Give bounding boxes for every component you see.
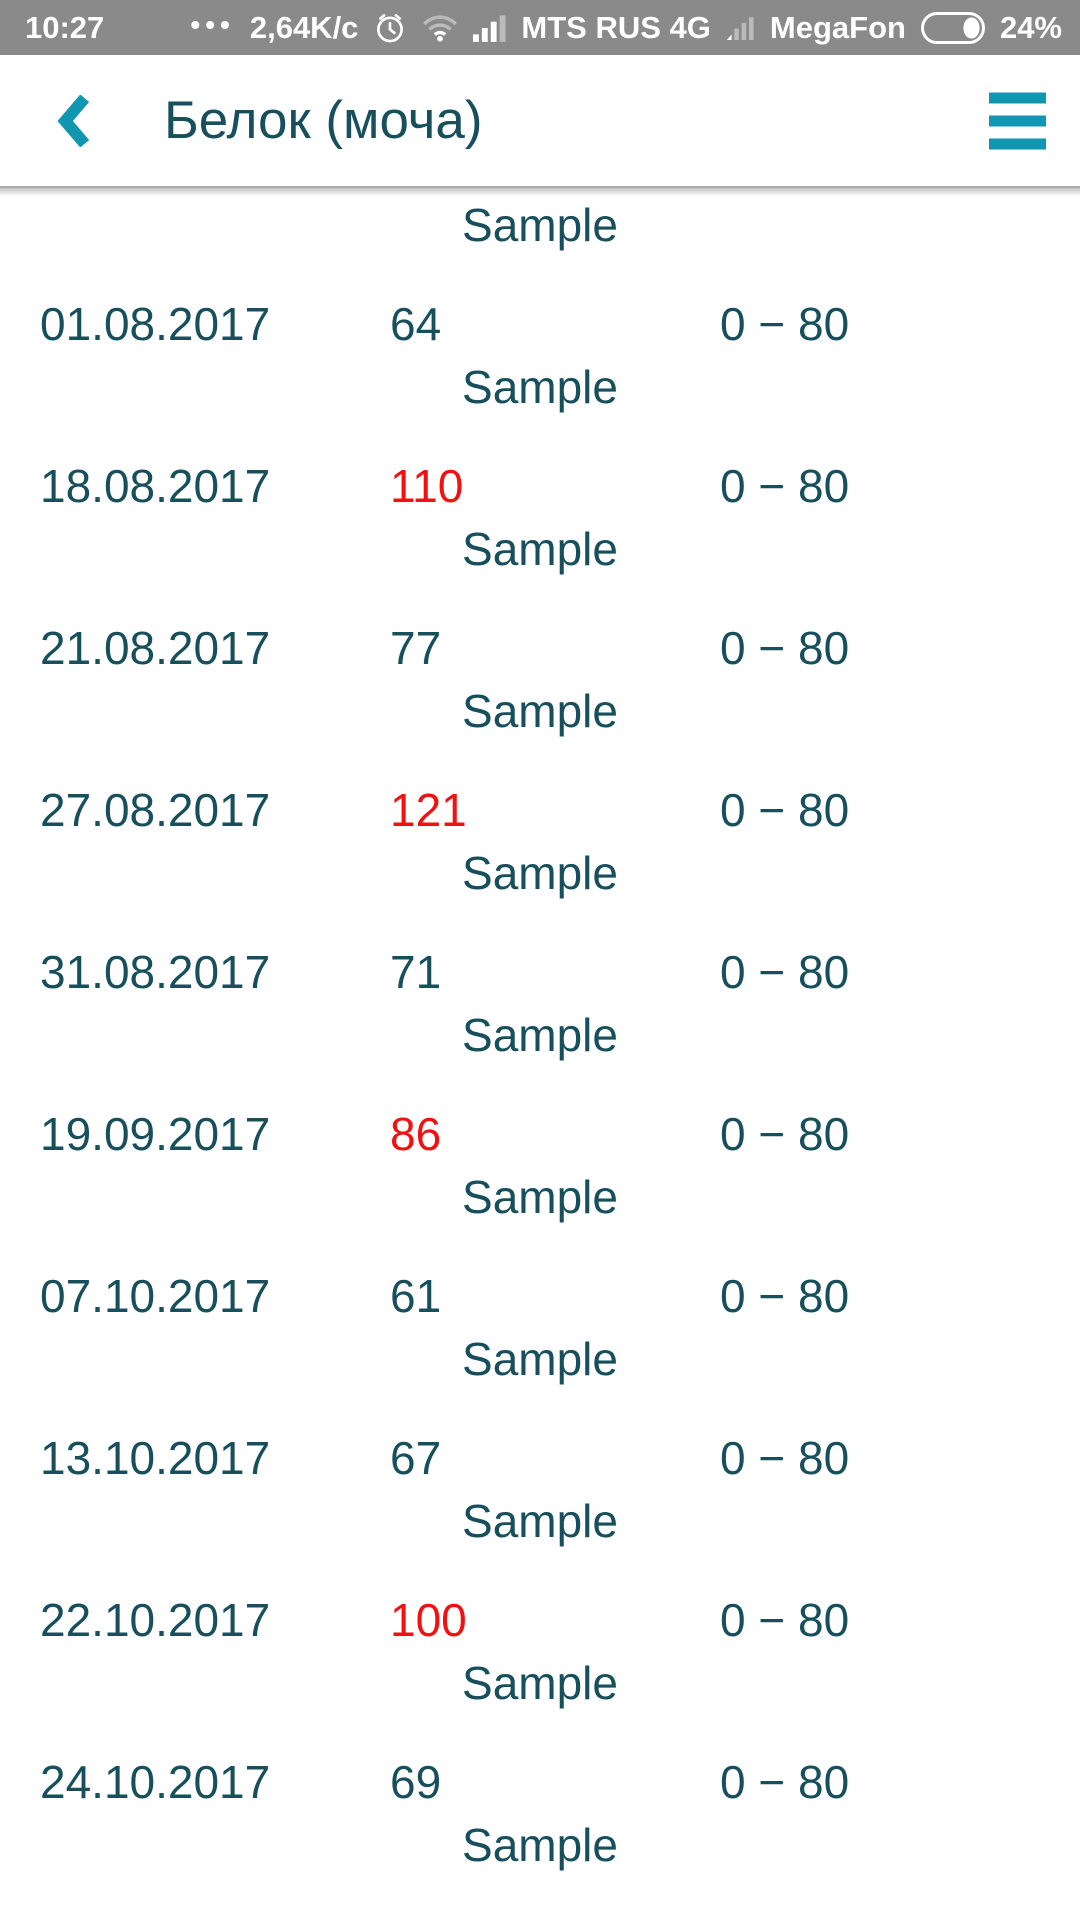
- result-entry[interactable]: 21.08.2017 77 0 − 80 Sample: [0, 623, 1080, 736]
- sample-note: Sample: [462, 1495, 618, 1547]
- result-date: 18.08.2017: [40, 460, 271, 512]
- status-bar: 10:27 ••• 2,64K/c: [0, 0, 1080, 55]
- sample-note: Sample: [462, 523, 618, 575]
- result-entry[interactable]: 07.10.2017 61 0 − 80 Sample: [0, 1271, 1080, 1384]
- result-value: 121: [390, 784, 467, 836]
- alarm-icon: [373, 11, 407, 45]
- result-entry[interactable]: 31.08.2017 71 0 − 80 Sample: [0, 947, 1080, 1060]
- sample-note: Sample: [462, 1009, 618, 1061]
- result-row: 13.10.2017 67 0 − 80: [0, 1433, 1080, 1483]
- result-date: 22.10.2017: [40, 1594, 271, 1646]
- carrier-secondary: MegaFon: [769, 9, 906, 45]
- reference-range: 0 − 80: [720, 622, 850, 674]
- sample-note: Sample: [462, 361, 618, 413]
- result-date: 07.10.2017: [40, 1270, 271, 1322]
- menu-button[interactable]: [989, 92, 1046, 149]
- sample-note-partial: Sample: [462, 199, 618, 251]
- result-value: 86: [390, 1108, 442, 1160]
- reference-range: 0 − 80: [720, 784, 850, 836]
- reference-range: 0 − 80: [720, 298, 850, 350]
- result-date: 21.08.2017: [40, 622, 271, 674]
- header-shadow: [0, 188, 1080, 196]
- app-bar: Белок (моча): [0, 55, 1080, 188]
- result-date: 19.09.2017: [40, 1108, 271, 1160]
- battery-icon: [920, 11, 985, 44]
- result-entry[interactable]: 01.08.2017 64 0 − 80 Sample: [0, 299, 1080, 412]
- result-value: 61: [390, 1270, 442, 1322]
- result-entry[interactable]: 24.10.2017 69 0 − 80 Sample: [0, 1757, 1080, 1870]
- result-row: 31.08.2017 71 0 − 80: [0, 947, 1080, 997]
- signal-strength-icon: [473, 14, 506, 42]
- result-row: 01.08.2017 64 0 − 80: [0, 299, 1080, 349]
- carrier-primary: MTS RUS 4G: [521, 9, 711, 45]
- result-row: 07.10.2017 61 0 − 80: [0, 1271, 1080, 1321]
- network-speed: 2,64K/c: [249, 9, 359, 45]
- reference-range: 0 − 80: [720, 1432, 850, 1484]
- page-title: Белок (моча): [164, 91, 483, 150]
- signal-strength-icon-secondary: [726, 15, 755, 40]
- result-row: 18.08.2017 110 0 − 80: [0, 461, 1080, 511]
- menu-icon: [989, 92, 1046, 103]
- result-value: 69: [390, 1756, 442, 1808]
- result-row: 27.08.2017 121 0 − 80: [0, 785, 1080, 835]
- reference-range: 0 − 80: [720, 1108, 850, 1160]
- result-date: 01.08.2017: [40, 298, 271, 350]
- result-row: 24.10.2017 69 0 − 80: [0, 1757, 1080, 1807]
- result-date: 27.08.2017: [40, 784, 271, 836]
- result-value: 110: [390, 460, 464, 512]
- result-value: 71: [390, 946, 442, 998]
- result-date: 31.08.2017: [40, 946, 271, 998]
- result-row: 19.09.2017 86 0 − 80: [0, 1109, 1080, 1159]
- back-chevron-icon: [56, 94, 90, 147]
- result-row: 21.08.2017 77 0 − 80: [0, 623, 1080, 673]
- results-list: Sample 01.08.2017 64 0 − 80 Sample 18.08…: [0, 188, 1080, 1870]
- result-entry[interactable]: 13.10.2017 67 0 − 80 Sample: [0, 1433, 1080, 1546]
- sample-note: Sample: [462, 1333, 618, 1385]
- entries-container: 01.08.2017 64 0 − 80 Sample 18.08.2017 1…: [0, 299, 1080, 1870]
- result-date: 24.10.2017: [40, 1756, 271, 1808]
- result-entry[interactable]: 27.08.2017 121 0 − 80 Sample: [0, 785, 1080, 898]
- status-time: 10:27: [25, 9, 105, 45]
- result-value: 67: [390, 1432, 442, 1484]
- reference-range: 0 − 80: [720, 1756, 850, 1808]
- result-value: 100: [390, 1594, 467, 1646]
- reference-range: 0 − 80: [720, 460, 850, 512]
- result-value: 64: [390, 298, 442, 350]
- result-entry[interactable]: 19.09.2017 86 0 − 80 Sample: [0, 1109, 1080, 1222]
- back-button[interactable]: [56, 92, 94, 150]
- reference-range: 0 − 80: [720, 1594, 850, 1646]
- wifi-icon: [422, 13, 458, 42]
- result-date: 13.10.2017: [40, 1432, 271, 1484]
- sample-note: Sample: [462, 1657, 618, 1709]
- sample-note: Sample: [462, 1171, 618, 1223]
- result-value: 77: [390, 622, 442, 674]
- reference-range: 0 − 80: [720, 946, 850, 998]
- result-entry[interactable]: 18.08.2017 110 0 − 80 Sample: [0, 461, 1080, 574]
- reference-range: 0 − 80: [720, 1270, 850, 1322]
- result-entry[interactable]: 22.10.2017 100 0 − 80 Sample: [0, 1595, 1080, 1708]
- battery-percent: 24%: [999, 9, 1062, 45]
- sample-note: Sample: [462, 685, 618, 737]
- status-icons-group: ••• 2,64K/c: [190, 10, 1062, 46]
- sample-note: Sample: [462, 847, 618, 899]
- sample-note: Sample: [462, 1819, 618, 1871]
- result-row: 22.10.2017 100 0 − 80: [0, 1595, 1080, 1645]
- notification-dots-icon: •••: [190, 8, 235, 40]
